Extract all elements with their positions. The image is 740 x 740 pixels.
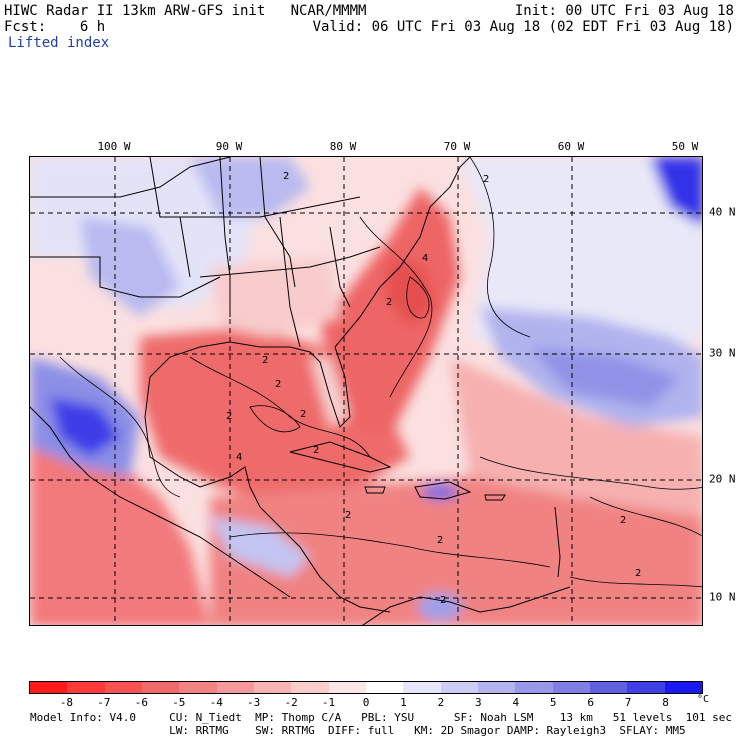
region-pacific-red: [30, 427, 210, 625]
region-hispaniola-blue: [422, 484, 458, 500]
contour-label: 2: [635, 568, 641, 579]
contour-label: 2: [300, 409, 306, 420]
forecast-hour: Fcst: 6 h: [4, 19, 106, 35]
coastlines: [30, 157, 571, 625]
colorbar-segment: [253, 682, 292, 693]
region-carolina-deep-red: [385, 257, 435, 327]
colorbar-label: -5: [172, 696, 186, 709]
field-name: Lifted index: [8, 35, 110, 51]
contour-label: 4: [236, 452, 242, 463]
region-atlantic-pink: [450, 357, 702, 517]
colorbar-segment: [216, 682, 254, 693]
contour-label: 2: [440, 595, 446, 606]
colorbar-segment: [67, 682, 105, 693]
lon-label-80w: 80 W: [329, 140, 357, 153]
colorbar-segment: [664, 682, 702, 693]
region-florida-light: [310, 357, 350, 427]
contour-label: 2: [483, 174, 489, 185]
colorbar-label: -1: [321, 696, 336, 709]
lon-label-70w: 70 W: [443, 140, 471, 153]
colorbar-segment: [328, 682, 366, 693]
lifted-index-contours: [59, 157, 702, 588]
colorbar-label: 7: [624, 696, 632, 709]
colorbar-label: -2: [284, 696, 298, 709]
colorbar-segment: [365, 682, 404, 693]
colorbar-units: °C: [697, 694, 710, 705]
colorbar-label: -4: [209, 696, 223, 709]
contour-label: 2: [262, 355, 268, 366]
region-plains-blue: [80, 217, 180, 317]
colorbar-segment: [440, 682, 478, 693]
colorbar-segment: [179, 682, 217, 693]
region-caribbean-red: [210, 477, 702, 625]
colorbar-segment: [515, 682, 553, 693]
colorbar-label: 1: [400, 696, 407, 709]
lon-label-90w: 90 W: [215, 140, 243, 153]
colorbar-label: 4: [512, 696, 520, 709]
colorbar-label: 0: [362, 696, 370, 709]
contour-label: 2: [437, 535, 443, 546]
colorbar-label: -7: [97, 696, 111, 709]
region-southeast-light: [210, 257, 340, 337]
contour-label: 2: [620, 515, 626, 526]
region-centralamerica-blue: [210, 517, 310, 577]
contour-label: 2: [275, 379, 281, 390]
lat-label-40n: 40 N: [709, 205, 736, 219]
colorbar-label: -3: [247, 696, 261, 709]
colorbar-segment: [403, 682, 441, 693]
colorbar-segment: [104, 682, 142, 693]
lat-label-10n: 10 N: [709, 590, 736, 604]
colorbar-label: -8: [59, 696, 74, 709]
contour-label: 2: [386, 297, 392, 308]
lat-label-30n: 30 N: [709, 346, 736, 360]
model-title: HIWC Radar II 13km ARW-GFS init NCAR/MMM…: [4, 3, 367, 19]
colorbar-segment: [477, 682, 516, 693]
colorbar-label: 2: [437, 696, 445, 709]
valid-time: Valid: 06 UTC Fri 03 Aug 18 (02 EDT Fri …: [312, 19, 734, 35]
lifted-index-map: 2 2 2 2 4 2 2 2 2 2 2 4 2 2 2: [29, 156, 703, 626]
region-ne-deep-blue: [650, 157, 702, 226]
contour-label: 2: [313, 445, 319, 456]
colorbar-segment: [627, 682, 665, 693]
colorbar-segment: [552, 682, 590, 693]
region-venezuela-blue: [418, 593, 462, 621]
colorbar-segment: [589, 682, 628, 693]
contour-label: 4: [422, 253, 428, 264]
lon-label-60w: 60 W: [557, 140, 585, 153]
colorbar-label: 8: [662, 696, 669, 709]
colorbar-segment: [141, 682, 180, 693]
region-coast-red: [320, 187, 460, 437]
lat-lon-grid: [30, 157, 702, 625]
contour-label: 2: [226, 411, 232, 422]
region-atlantic-blue-core: [530, 347, 680, 407]
region-north-blue: [190, 157, 310, 217]
contour-label-layer: 2 2 2 2 4 2 2 2 2 2 2 4 2 2 2: [226, 171, 641, 606]
model-info-line2: LW: RRTMG SW: RRTMG DIFF: full KM: 2D Sm…: [30, 724, 686, 737]
contour-label: 2: [345, 510, 351, 521]
colorbar-segment: [30, 682, 68, 693]
lon-label-100w: 100 W: [97, 140, 131, 153]
lat-label-20n: 20 N: [709, 472, 736, 486]
lon-label-50w: 50 W: [671, 140, 699, 153]
colorbar-label: 3: [475, 696, 482, 709]
colorbar-label: -6: [134, 696, 148, 709]
colorbar-segment: [291, 682, 329, 693]
colorbar: [29, 681, 703, 694]
init-time: Init: 00 UTC Fri 03 Aug 18: [514, 3, 734, 19]
contour-label: 2: [283, 171, 289, 182]
map-canvas: 2 2 2 2 4 2 2 2 2 2 2 4 2 2 2: [30, 157, 702, 625]
colorbar-label: 6: [587, 696, 594, 709]
model-info-line1: Model Info: V4.0 CU: N_Tiedt MP: Thomp C…: [30, 711, 732, 724]
colorbar-label: 5: [549, 696, 557, 709]
region-mexico-deep-blue: [50, 397, 120, 457]
